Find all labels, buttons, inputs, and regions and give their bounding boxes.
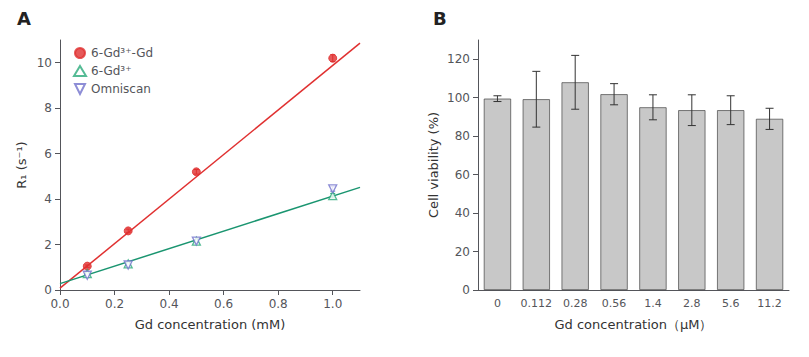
svg-text:0.56: 0.56	[602, 297, 627, 310]
svg-text:Gd concentration（μM）: Gd concentration（μM）	[555, 317, 713, 332]
svg-text:0.112: 0.112	[521, 297, 553, 310]
svg-text:5.6: 5.6	[722, 297, 740, 310]
svg-text:11.2: 11.2	[757, 297, 782, 310]
svg-text:10: 10	[37, 56, 52, 70]
svg-text:A: A	[17, 8, 31, 29]
svg-text:0.4: 0.4	[160, 297, 179, 311]
svg-text:40: 40	[455, 206, 470, 220]
svg-text:2.8: 2.8	[683, 297, 701, 310]
svg-text:60: 60	[455, 168, 470, 182]
svg-text:6-Gd³⁺-Gd: 6-Gd³⁺-Gd	[91, 46, 153, 60]
svg-text:6: 6	[44, 147, 52, 161]
svg-text:0: 0	[44, 283, 52, 297]
svg-text:100: 100	[447, 91, 470, 105]
svg-text:4: 4	[44, 192, 52, 206]
svg-text:120: 120	[447, 52, 470, 66]
svg-text:Omniscan: Omniscan	[91, 82, 151, 96]
svg-text:20: 20	[455, 245, 470, 259]
svg-text:0.28: 0.28	[563, 297, 588, 310]
svg-text:8: 8	[44, 101, 52, 115]
svg-text:0.8: 0.8	[269, 297, 288, 311]
svg-text:80: 80	[455, 129, 470, 143]
svg-text:0.0: 0.0	[50, 297, 69, 311]
svg-text:0: 0	[494, 297, 501, 310]
svg-text:0.2: 0.2	[105, 297, 124, 311]
svg-text:6-Gd³⁺: 6-Gd³⁺	[91, 64, 131, 78]
svg-text:R₁ (s⁻¹): R₁ (s⁻¹)	[14, 141, 29, 188]
svg-text:Gd concentration (mM): Gd concentration (mM)	[135, 317, 286, 332]
svg-text:2: 2	[44, 238, 52, 252]
svg-text:1.0: 1.0	[323, 297, 342, 311]
svg-text:0: 0	[462, 283, 470, 297]
svg-text:0.6: 0.6	[214, 297, 233, 311]
svg-text:Cell viability (%): Cell viability (%)	[426, 112, 441, 218]
svg-text:B: B	[433, 8, 447, 29]
svg-text:1.4: 1.4	[644, 297, 662, 310]
